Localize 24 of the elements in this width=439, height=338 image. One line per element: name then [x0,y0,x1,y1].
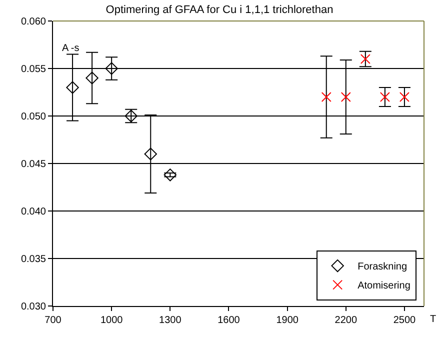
point [105,62,118,75]
y-axis-title: A -s [62,43,80,54]
y-tick-label: 0.040 [20,206,46,218]
x-tick-label: 700 [44,315,62,326]
y-tick-label: 0.060 [20,16,46,28]
point [66,81,79,94]
y-tick-label: 0.035 [20,254,46,265]
legend-label: Foraskning [358,262,408,273]
y-tick-label: 0.055 [20,64,46,75]
x-tick-label: 1000 [100,315,124,326]
y-tick-label: 0.045 [20,159,46,170]
x-tick-label: 2500 [393,315,416,326]
x-tick-label: 1900 [276,315,299,326]
point [164,168,177,182]
y-tick-label: 0.030 [20,302,46,312]
chart-title: Optimering af GFAA for Cu i 1,1,1 trichlorethan [106,4,334,16]
point [86,72,98,84]
legend-label: Atomisering [358,280,410,292]
x-tick-label: 1600 [218,315,240,326]
point [144,148,157,160]
x-axis-title: T [430,314,436,325]
x-tick-label: 1300 [159,315,182,326]
x-tick-label: 2200 [334,315,358,326]
y-tick-label: 0.050 [20,112,46,122]
